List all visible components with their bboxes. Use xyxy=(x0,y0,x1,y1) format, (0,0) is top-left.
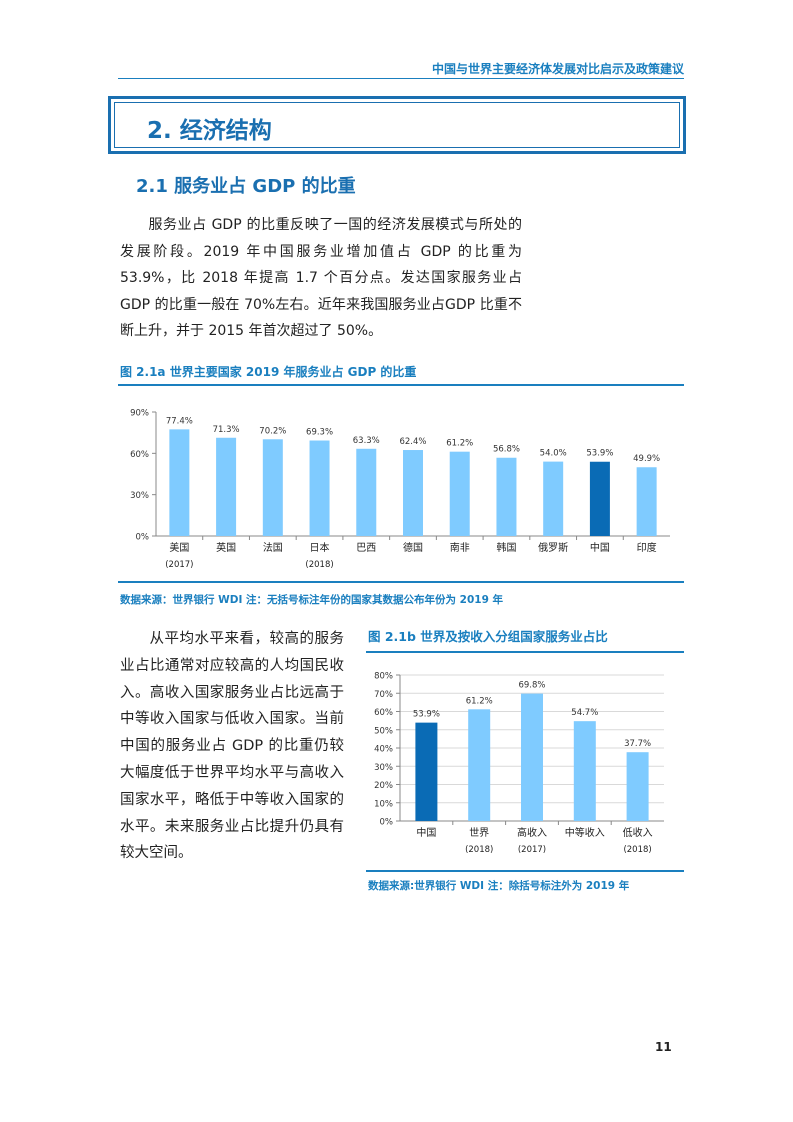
y-tick-label: 20% xyxy=(374,781,393,791)
y-tick-label: 30% xyxy=(130,491,149,501)
data-label: 61.2% xyxy=(446,439,473,449)
figure-b-bottom-rule xyxy=(366,870,684,872)
section-title-inner-border xyxy=(114,102,680,148)
bar xyxy=(543,461,564,536)
data-label: 70.2% xyxy=(259,426,286,436)
data-label: 49.9% xyxy=(633,454,660,464)
data-label: 63.3% xyxy=(353,436,380,446)
data-label: 54.0% xyxy=(540,449,567,459)
bar xyxy=(403,450,423,536)
y-tick-label: 60% xyxy=(374,708,393,718)
figure-b-title: 图 2.1b 世界及按收入分组国家服务业占比 xyxy=(368,629,608,644)
x-tick-label: 法国 xyxy=(263,541,283,554)
bar xyxy=(309,440,330,536)
data-label: 77.4% xyxy=(166,416,193,426)
figure-b-top-rule xyxy=(366,651,684,653)
paragraph-1-text: 服务业占 GDP 的比重反映了一国的经济发展模式与所处的发展阶段。2019 年中… xyxy=(120,217,522,339)
x-tick-label: 印度 xyxy=(637,541,657,554)
bar xyxy=(589,461,610,536)
x-tick-note: (2018) xyxy=(305,560,333,570)
bar xyxy=(415,722,438,821)
x-tick-label: 高收入 xyxy=(517,826,547,839)
bar xyxy=(521,693,543,821)
figure-b-source: 数据来源:世界银行 WDI 注：除括号标注外为 2019 年 xyxy=(368,880,630,892)
header-rule xyxy=(118,78,684,79)
bar xyxy=(636,467,657,536)
y-tick-label: 90% xyxy=(130,409,149,419)
paragraph-1: 服务业占 GDP 的比重反映了一国的经济发展模式与所处的发展阶段。2019 年中… xyxy=(120,212,522,345)
bar xyxy=(262,439,283,536)
bar xyxy=(496,457,517,536)
bar xyxy=(356,448,377,536)
section-title: 2. 经济结构 xyxy=(147,118,272,144)
x-tick-note: (2017) xyxy=(518,845,546,855)
section-title-box: 2. 经济结构 xyxy=(108,96,686,154)
data-label: 37.7% xyxy=(624,739,651,749)
data-label: 62.4% xyxy=(399,437,426,447)
x-tick-label: 世界 xyxy=(469,827,489,839)
data-label: 54.7% xyxy=(571,708,598,718)
x-tick-label: 日本 xyxy=(310,541,330,554)
x-tick-label: 低收入 xyxy=(623,826,653,839)
figure-a-source: 数据来源：世界银行 WDI 注：无括号标注年份的国家其数据公布年份为 2019 … xyxy=(120,594,504,606)
bar xyxy=(169,429,190,536)
x-tick-label: 巴西 xyxy=(356,542,376,554)
bar xyxy=(449,451,470,536)
data-label: 69.8% xyxy=(518,681,545,691)
figure-a-title: 图 2.1a 世界主要国家 2019 年服务业占 GDP 的比重 xyxy=(120,365,417,379)
x-tick-label: 中等收入 xyxy=(565,826,605,839)
bar xyxy=(573,721,596,821)
data-label: 61.2% xyxy=(466,696,493,706)
x-tick-label: 韩国 xyxy=(496,541,516,554)
y-tick-label: 40% xyxy=(374,745,393,755)
bar xyxy=(216,437,237,536)
y-tick-label: 0% xyxy=(380,818,394,828)
data-label: 53.9% xyxy=(586,449,613,459)
x-tick-note: (2018) xyxy=(465,845,493,855)
data-label: 69.3% xyxy=(306,428,333,438)
figure-a-top-rule xyxy=(118,384,684,386)
bar xyxy=(626,752,649,821)
y-tick-label: 10% xyxy=(374,799,393,809)
data-label: 53.9% xyxy=(413,710,440,720)
x-tick-label: 英国 xyxy=(216,541,236,554)
y-tick-label: 0% xyxy=(136,533,150,543)
y-tick-label: 30% xyxy=(374,763,393,773)
subsection-title: 2.1 服务业占 GDP 的比重 xyxy=(136,176,356,197)
y-tick-label: 80% xyxy=(374,672,393,682)
x-tick-label: 美国 xyxy=(169,541,189,554)
page-number: 11 xyxy=(655,1040,672,1054)
data-label: 71.3% xyxy=(213,425,240,435)
x-tick-note: (2018) xyxy=(623,845,651,855)
running-header: 中国与世界主要经济体发展对比启示及政策建议 xyxy=(431,62,684,76)
x-tick-label: 中国 xyxy=(416,826,436,839)
x-tick-label: 俄罗斯 xyxy=(538,541,568,554)
y-tick-label: 70% xyxy=(374,690,393,700)
x-tick-note: (2017) xyxy=(165,560,193,570)
bar xyxy=(468,709,491,821)
x-tick-label: 中国 xyxy=(590,541,610,554)
y-tick-label: 60% xyxy=(130,450,149,460)
data-label: 56.8% xyxy=(493,445,520,455)
x-tick-label: 德国 xyxy=(403,541,423,554)
figure-a-bottom-rule xyxy=(118,581,684,583)
paragraph-2-text: 从平均水平来看，较高的服务业占比通常对应较高的人均国民收入。高收入国家服务业占比… xyxy=(120,631,344,862)
paragraph-2: 从平均水平来看，较高的服务业占比通常对应较高的人均国民收入。高收入国家服务业占比… xyxy=(120,626,344,867)
y-tick-label: 50% xyxy=(374,726,393,736)
x-tick-label: 南非 xyxy=(450,541,470,554)
